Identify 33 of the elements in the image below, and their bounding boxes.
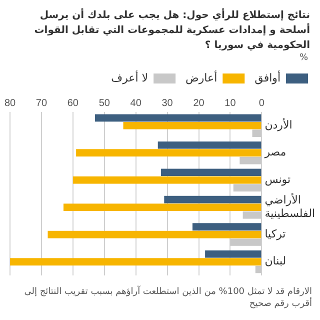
- bar: [161, 168, 262, 176]
- x-tick-label: 50: [98, 98, 110, 109]
- bar: [164, 196, 262, 204]
- y-tick-label: لبنان: [264, 254, 286, 268]
- chart-title: نتائج إستطلاع للرأي حول: هل يجب على بلدك أن يرسل أسلحة و إمدادات عسكرية للمجموعات التي تقابل القوات الحكومية في سوريا ؟: [33, 7, 311, 53]
- x-tick-label: 0: [258, 98, 265, 109]
- bar: [48, 230, 262, 238]
- bar: [205, 250, 262, 258]
- bar: [76, 149, 262, 157]
- y-tick-label: تركيا: [264, 227, 286, 240]
- legend-label: أعارض: [186, 70, 218, 84]
- y-tick-label: الأراضي الفلسطينية: [264, 192, 316, 220]
- bar: [94, 114, 262, 122]
- bar: [72, 176, 262, 184]
- bar: [123, 122, 262, 130]
- x-tick-label: 70: [36, 98, 48, 109]
- y-tick-label: الأردن: [264, 117, 292, 132]
- bar: [63, 204, 262, 211]
- x-tick-label: 40: [130, 98, 142, 109]
- x-axis-title: %: [298, 53, 309, 63]
- x-tick-label: 80: [4, 98, 16, 109]
- legend-label: أوافق: [254, 70, 280, 84]
- y-tick-label: تونس: [264, 172, 291, 186]
- bar: [10, 258, 262, 266]
- text: الارقام قد لا تمثل 100% من الذين استطلعت آراؤهم بسبب تقريب النتائج إلى أقرب رقم صحيح: [23, 285, 313, 311]
- x-tick-label: 60: [67, 98, 79, 109]
- legend-label: لا أعرف: [111, 70, 148, 84]
- x-tick-label: 20: [193, 98, 205, 109]
- x-tick-label: 30: [162, 98, 174, 109]
- bar: [158, 141, 262, 149]
- y-tick-label: مصر: [264, 146, 286, 159]
- bar: [192, 223, 262, 230]
- x-tick-label: 10: [224, 98, 236, 109]
